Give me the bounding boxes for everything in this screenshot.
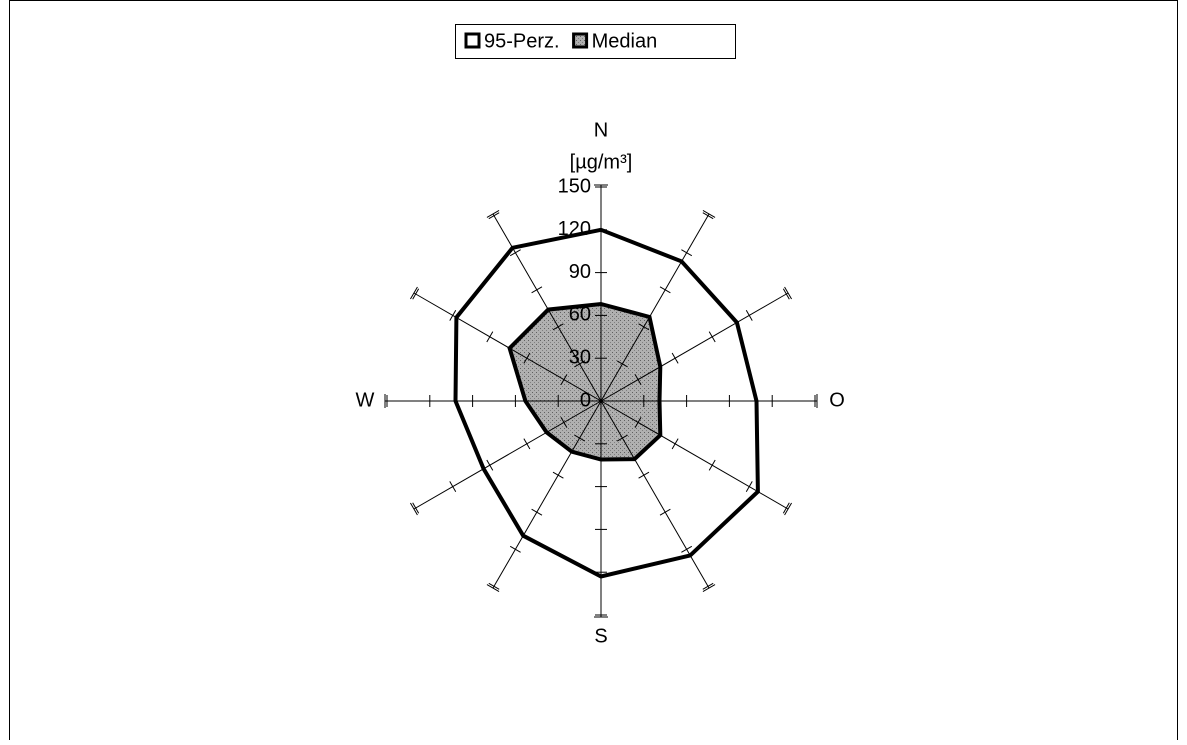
category-label: S [594,625,607,647]
series-polygon [507,301,663,462]
tick-mark [681,545,693,553]
spoke [600,213,710,402]
tick-mark [488,212,500,220]
category-label: W [356,389,375,411]
tick-mark [509,249,521,257]
tick-mark [708,331,716,343]
tick-mark [531,508,543,516]
tick-mark [523,352,531,364]
spoke-cap [784,286,792,300]
tick-mark [449,309,457,321]
legend-swatch [572,32,589,49]
tick-mark [708,459,716,471]
spoke [413,292,602,402]
tick-mark [552,323,564,331]
category-label: O [829,389,845,411]
tick-mark [552,471,564,479]
tick-mark [638,323,650,331]
spoke-cap [784,502,792,516]
y-tick-label: 0 [580,389,591,411]
unit-label: [µg/m³] [570,151,633,173]
spoke [492,213,602,402]
tick-mark [745,309,753,321]
spoke-cap [410,286,418,300]
tick-mark [523,438,531,450]
y-tick-label: 30 [569,346,591,368]
tick-mark [681,249,693,257]
tick-mark [745,481,753,493]
spoke-cap [486,210,500,218]
chart-frame [9,0,1178,740]
spoke [600,292,789,402]
tick-mark [412,288,420,300]
tick-mark [488,582,500,590]
spoke [492,400,602,589]
tick-mark [782,502,790,514]
tick-mark [782,288,790,300]
tick-mark [634,416,642,428]
tick-mark [659,508,671,516]
tick-mark [671,438,679,450]
legend-box [455,24,736,59]
spoke-cap [702,210,716,218]
tick-mark [560,374,568,386]
legend-swatch [464,32,481,49]
y-tick-label: 90 [569,261,591,283]
tick-mark [574,360,586,368]
tick-mark [531,286,543,294]
legend-label: 95-Perz. [484,30,560,52]
tick-mark [412,502,420,514]
spoke-cap [486,584,500,592]
tick-mark [486,331,494,343]
tick-mark [574,434,586,442]
legend-label: Median [592,30,658,52]
y-tick-label: 120 [558,218,591,240]
tick-mark [702,582,714,590]
tick-mark [634,374,642,386]
y-tick-label: 60 [569,304,591,326]
y-tick-label: 150 [558,175,591,197]
spoke-cap [702,584,716,592]
tick-mark [449,481,457,493]
category-label: N [594,119,608,141]
tick-mark [616,360,628,368]
spoke-cap [410,502,418,516]
tick-mark [616,434,628,442]
tick-mark [671,352,679,364]
tick-mark [638,471,650,479]
tick-mark [509,545,521,553]
tick-mark [702,212,714,220]
tick-mark [560,416,568,428]
spoke [600,400,710,589]
tick-mark [486,459,494,471]
spoke [413,400,602,510]
tick-mark [659,286,671,294]
spoke [600,400,789,510]
